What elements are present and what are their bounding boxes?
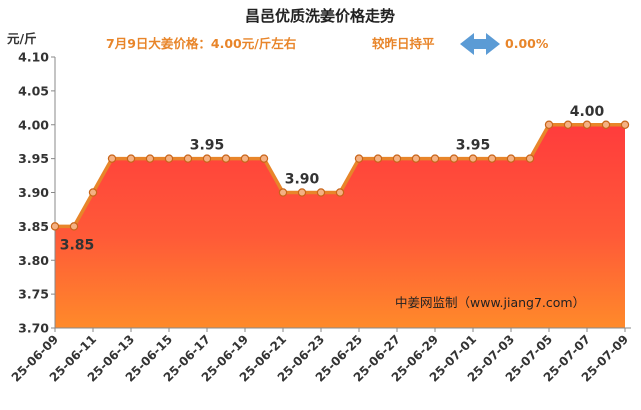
data-point <box>164 154 174 163</box>
data-point <box>430 154 440 163</box>
y-tick-label: 4.00 <box>18 117 49 132</box>
data-point <box>107 154 117 163</box>
price-area <box>55 124 625 328</box>
y-axis-label: 元/斤 <box>7 31 37 46</box>
data-point <box>316 188 326 197</box>
flat-arrow-icon <box>460 33 500 55</box>
y-tick-label: 3.95 <box>18 151 49 166</box>
data-point <box>620 120 630 129</box>
data-point <box>240 154 250 163</box>
data-point <box>525 154 535 163</box>
y-tick-labels: 3.70 3.75 3.80 3.85 3.90 3.95 4.00 4.05 4.10 <box>18 50 49 336</box>
chart-subtitle: 7月9日大姜价格：4.00元/斤左右 <box>106 36 296 51</box>
data-point <box>411 154 421 163</box>
data-point <box>297 188 307 197</box>
y-tick-label: 3.85 <box>18 219 49 234</box>
data-label: 3.85 <box>60 237 95 253</box>
data-point <box>582 120 592 129</box>
data-point <box>544 120 554 129</box>
price-markers <box>50 120 630 231</box>
data-point <box>487 154 497 163</box>
y-tick-label: 4.05 <box>18 83 49 98</box>
data-point <box>126 154 136 163</box>
data-point <box>202 154 212 163</box>
data-label: 3.95 <box>190 138 225 154</box>
data-point <box>221 154 231 163</box>
change-percent: 0.00% <box>505 36 549 51</box>
axes <box>51 56 631 332</box>
data-label: 4.00 <box>570 104 605 120</box>
data-point <box>468 154 478 163</box>
y-tick-label: 3.80 <box>18 253 49 268</box>
data-point <box>335 188 345 197</box>
data-point <box>145 154 155 163</box>
watermark: 中姜网监制（www.jiang7.com） <box>395 295 585 310</box>
data-point <box>278 188 288 197</box>
data-point <box>392 154 402 163</box>
data-point <box>373 154 383 163</box>
y-tick-label: 3.75 <box>18 287 49 302</box>
comparison-label: 较昨日持平 <box>372 36 435 51</box>
area-fill <box>55 124 625 328</box>
data-label: 3.95 <box>456 138 491 154</box>
data-point <box>449 154 459 163</box>
data-point <box>69 222 79 231</box>
y-tick-label: 3.70 <box>18 321 49 336</box>
data-point <box>506 154 516 163</box>
data-labels: 3.85 3.95 3.90 3.95 4.00 <box>60 104 605 254</box>
data-point <box>259 154 269 163</box>
y-tick-label: 3.90 <box>18 185 49 200</box>
data-point <box>601 120 611 129</box>
x-tick-labels: 25-06-0925-06-1125-06-1325-06-1525-06-17… <box>9 332 631 384</box>
chart-title: 昌邑优质洗姜价格走势 <box>245 7 395 25</box>
data-point <box>563 120 573 129</box>
y-tick-label: 4.10 <box>18 50 49 65</box>
data-point <box>50 222 60 231</box>
data-point <box>88 188 98 197</box>
data-label: 3.90 <box>285 172 320 188</box>
data-point <box>183 154 193 163</box>
data-point <box>354 154 364 163</box>
